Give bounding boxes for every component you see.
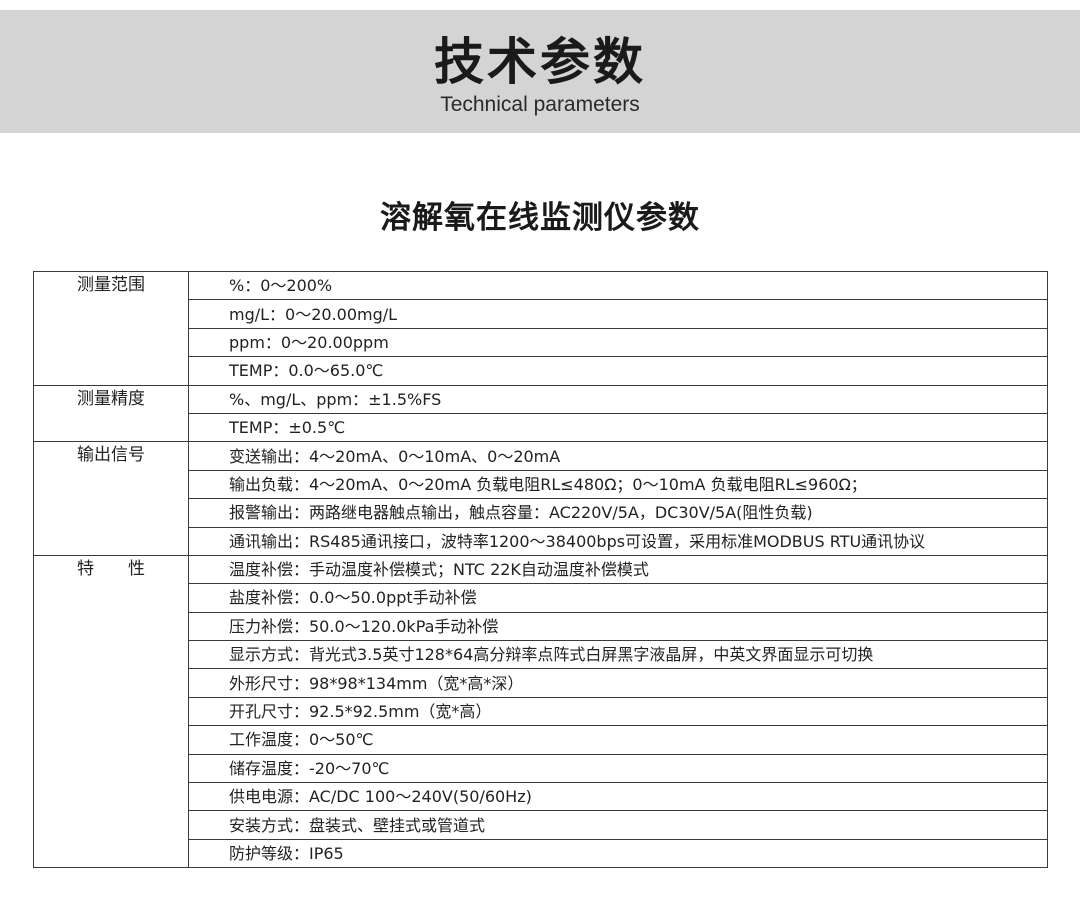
table-row: 供电电源：AC/DC 100～240V(50/60Hz) xyxy=(34,782,1048,812)
table-row: 储存温度：-20～70℃ xyxy=(34,753,1048,784)
spec-value: ppm：0～20.00ppm xyxy=(188,327,1048,358)
table-row: 外形尺寸：98*98*134mm（宽*高*深） xyxy=(34,668,1048,698)
page-subtitle: Technical parameters xyxy=(440,93,640,116)
spec-value: mg/L：0～20.00mg/L xyxy=(188,299,1048,329)
table-row: 输出负载：4～20mA、0～20mA 负载电阻RL≤480Ω；0～10mA 负载… xyxy=(34,469,1048,500)
group-label: 测量范围 xyxy=(33,271,189,386)
table-row: 输出信号 变送输出：4～20mA、0～10mA、0～20mA xyxy=(33,441,1048,556)
spec-value: 供电电源：AC/DC 100～240V(50/60Hz) xyxy=(188,782,1048,812)
spec-value: 输出负载：4～20mA、0～20mA 负载电阻RL≤480Ω；0～10mA 负载… xyxy=(188,469,1048,500)
table-row: mg/L：0～20.00mg/L xyxy=(34,299,1048,329)
table-row: 报警输出：两路继电器触点输出，触点容量：AC220V/5A，DC30V/5A(阻… xyxy=(34,498,1048,528)
table-row: TEMP：±0.5℃ xyxy=(34,412,1048,443)
spec-value: 安装方式：盘装式、壁挂式或管道式 xyxy=(188,810,1048,840)
page-title: 技术参数 xyxy=(434,33,646,91)
spec-value: 防护等级：IP65 xyxy=(188,838,1048,869)
table-row: 显示方式：背光式3.5英寸128*64高分辩率点阵式白屏黑字液晶屏，中英文界面显… xyxy=(34,640,1048,670)
header-banner: 技术参数 Technical parameters xyxy=(0,10,1080,133)
spec-value: 通讯输出：RS485通讯接口，波特率1200～38400bps可设置，采用标准M… xyxy=(188,526,1048,556)
spec-value: 开孔尺寸：92.5*92.5mm（宽*高） xyxy=(188,696,1048,727)
table-row: 压力补偿：50.0～120.0kPa手动补偿 xyxy=(34,611,1048,642)
group-label: 特 性 xyxy=(33,554,189,869)
table-row: 防护等级：IP65 xyxy=(34,838,1048,869)
table-row: 测量范围 %：0～200% xyxy=(33,270,1048,386)
table-row: 通讯输出：RS485通讯接口，波特率1200～38400bps可设置，采用标准M… xyxy=(34,526,1048,556)
spec-value: 储存温度：-20～70℃ xyxy=(188,753,1048,784)
group-label: 输出信号 xyxy=(33,441,189,556)
spec-value: 盐度补偿：0.0～50.0ppt手动补偿 xyxy=(188,583,1048,613)
table-row: 盐度补偿：0.0～50.0ppt手动补偿 xyxy=(34,583,1048,613)
spec-value: %：0～200% xyxy=(188,270,1048,301)
table-row: 特 性温度补偿：手动温度补偿模式；NTC 22K自动温度补偿模式 xyxy=(33,554,1048,869)
spec-value: 报警输出：两路继电器触点输出，触点容量：AC220V/5A，DC30V/5A(阻… xyxy=(188,498,1048,528)
spec-value: 显示方式：背光式3.5英寸128*64高分辩率点阵式白屏黑字液晶屏，中英文界面显… xyxy=(188,640,1048,670)
table-row: 开孔尺寸：92.5*92.5mm（宽*高） xyxy=(34,696,1048,727)
table-row: 安装方式：盘装式、壁挂式或管道式 xyxy=(34,810,1048,840)
section-title: 溶解氧在线监测仪参数 xyxy=(380,200,700,236)
spec-value: %、mg/L、ppm：±1.5%FS xyxy=(188,384,1048,414)
spec-value: TEMP：±0.5℃ xyxy=(188,412,1048,443)
spec-value: TEMP：0.0～65.0℃ xyxy=(188,356,1048,386)
spec-value: 外形尺寸：98*98*134mm（宽*高*深） xyxy=(188,668,1048,698)
spec-value: 变送输出：4～20mA、0～10mA、0～20mA xyxy=(188,441,1048,471)
table-row: 工作温度：0～50℃ xyxy=(34,725,1048,755)
group-label: 测量精度 xyxy=(33,384,189,443)
table-row: ppm：0～20.00ppm xyxy=(34,327,1048,358)
spec-value: 工作温度：0～50℃ xyxy=(188,725,1048,755)
spec-value: 温度补偿：手动温度补偿模式；NTC 22K自动温度补偿模式 xyxy=(188,554,1048,585)
spec-value: 压力补偿：50.0～120.0kPa手动补偿 xyxy=(188,611,1048,642)
table-row: 测量精度 %、mg/L、ppm：±1.5%FS xyxy=(33,384,1048,443)
spec-table: 测量范围 %：0～200% mg/L：0～20.00mg/L ppm：0～20.00p… xyxy=(33,270,1048,869)
